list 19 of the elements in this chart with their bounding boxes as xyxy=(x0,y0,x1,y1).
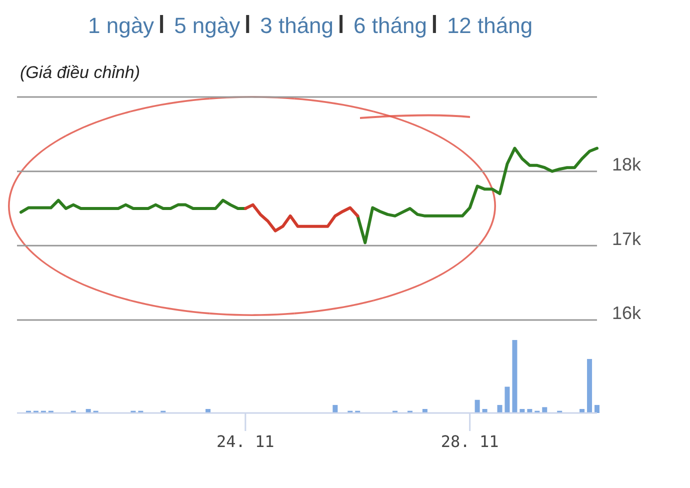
y-tick-label: 18k xyxy=(612,154,642,174)
x-tick-label: 28. 11 xyxy=(440,432,499,451)
bar xyxy=(542,407,548,413)
y-tick-label: 17k xyxy=(612,228,642,249)
bar xyxy=(497,404,502,413)
x-tick-label: 24. 11 xyxy=(216,432,274,451)
bar xyxy=(587,358,592,413)
text: 5 ngày xyxy=(174,13,240,38)
bar xyxy=(504,386,510,413)
text: 3 tháng xyxy=(260,13,334,38)
text: 6 tháng xyxy=(354,13,427,38)
bar xyxy=(512,340,518,413)
bar xyxy=(594,404,600,413)
y-tick-label: 16k xyxy=(612,303,642,324)
text: 12 tháng xyxy=(446,13,533,38)
bar xyxy=(332,404,338,413)
bar xyxy=(474,400,480,413)
chart-title: (Giá điều chỉnh) xyxy=(20,63,140,82)
text: 1 ngày xyxy=(88,13,154,38)
